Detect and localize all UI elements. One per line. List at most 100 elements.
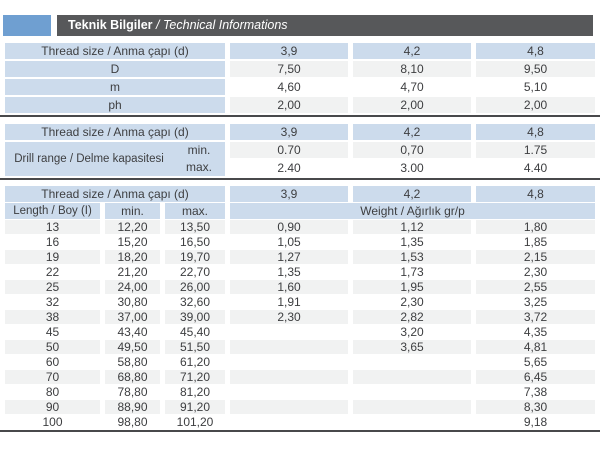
value-cell: 1,73 (400, 265, 424, 279)
value-cell: 18,20 (105, 250, 160, 264)
max-header: max. (165, 203, 226, 219)
value-cell: 88,90 (105, 400, 160, 414)
value-cell: 45,40 (179, 325, 211, 339)
col-header-3-9: 3,9 (230, 186, 349, 202)
row-label-cell: m (5, 79, 225, 95)
value-cell (353, 400, 472, 414)
drill-max-4-8: 4.40 (523, 161, 548, 175)
value-cell (230, 325, 348, 339)
length-table-header-row-2: Length / Boy (I) min. max. Weight / Ağır… (5, 203, 596, 219)
title-english: Technical Informations (162, 18, 288, 32)
value-cell: 61,20 (179, 355, 211, 369)
value-cell: 78,80 (117, 385, 148, 399)
value-cell: 4,81 (476, 340, 596, 354)
table-row: 100 98,80 101,20 9,18 (5, 415, 595, 429)
value-cell (230, 385, 348, 399)
length-weight-table: Thread size / Anma çapı (d) 3,9 4,2 4,8 … (0, 185, 600, 432)
value-cell (230, 355, 348, 369)
thread-size-header-row: Thread size / Anma çapı (d) 3,9 4,2 4,8 (5, 43, 595, 59)
thread-size-label: Thread size / Anma çapı (d) (5, 43, 225, 59)
value-cell: 1,35 (277, 265, 301, 279)
col-header-4-2: 4,2 (353, 186, 472, 202)
value-cell: 21,20 (117, 265, 148, 279)
value-cell: 2,00 (476, 97, 595, 113)
drill-max-4-2: 3.00 (400, 161, 424, 175)
table-row: 32 30,80 32,60 1,91 2,30 3,25 (5, 295, 595, 309)
value-cell: 91,20 (165, 400, 226, 414)
drill-min-4-8: 1.75 (476, 142, 595, 158)
value-cell: 7,38 (523, 385, 548, 399)
table-row: 70 68,80 71,20 6,45 (5, 370, 596, 384)
value-cell (230, 370, 349, 384)
value-cell: 22,70 (179, 265, 211, 279)
value-cell: 13 (5, 220, 100, 234)
value-cell: 13,50 (165, 220, 226, 234)
value-cell: 43,40 (117, 325, 148, 339)
title-bar: Teknik Bilgiler / Technical Informations (3, 15, 593, 36)
value-cell: 2,82 (353, 310, 472, 324)
value-cell: 22 (45, 265, 60, 279)
drill-max-3-9: 2.40 (277, 161, 301, 175)
value-cell: 70 (5, 370, 100, 384)
value-cell: 19 (5, 250, 100, 264)
value-cell: 38 (5, 310, 100, 324)
col-header-4-2: 4,2 (353, 43, 471, 59)
table-row: 90 88,90 91,20 8,30 (5, 400, 596, 414)
table-row: m 4,60 4,70 5,10 (5, 79, 595, 95)
value-cell: 25 (5, 280, 100, 294)
drill-range-header-row: Thread size / Anma çapı (d) 3,9 4,2 4,8 (5, 124, 595, 140)
table-row: 50 49,50 51,50 3,65 4,81 (5, 340, 596, 354)
value-cell: 0,90 (230, 220, 349, 234)
table-row: ph 2,00 2,00 2,00 (5, 97, 595, 113)
value-cell: 24,00 (105, 280, 160, 294)
max-label: max. (185, 160, 212, 174)
value-cell: 39,00 (165, 310, 226, 324)
value-cell: 49,50 (105, 340, 160, 354)
value-cell: 8,10 (353, 61, 471, 77)
value-cell: 2,15 (476, 250, 596, 264)
col-header-4-8: 4,8 (476, 43, 595, 59)
value-cell (230, 400, 349, 414)
length-header: Length / Boy (I) (5, 203, 100, 219)
thread-size-table: Thread size / Anma çapı (d) 3,9 4,2 4,8 … (0, 41, 600, 117)
value-cell: 8,30 (476, 400, 596, 414)
table-row: 25 24,00 26,00 1,60 1,95 2,55 (5, 280, 596, 294)
thread-size-label: Thread size / Anma çapı (d) (5, 124, 225, 140)
table-row: 60 58,80 61,20 5,65 (5, 355, 595, 369)
value-cell: 4,70 (400, 80, 424, 94)
value-cell: 60 (45, 355, 60, 369)
drill-range-label-cell: Drill range / Delme kapasitesi min. max. (5, 142, 225, 176)
value-cell: 50 (5, 340, 100, 354)
value-cell: 1,12 (353, 220, 472, 234)
value-cell: 1,53 (353, 250, 472, 264)
table-row: 80 78,80 81,20 7,38 (5, 385, 595, 399)
value-cell: 7,50 (230, 61, 348, 77)
value-cell: 2,00 (230, 97, 348, 113)
value-cell: 1,80 (476, 220, 596, 234)
value-cell: 16 (45, 235, 60, 249)
value-cell: 37,00 (105, 310, 160, 324)
value-cell (353, 385, 471, 399)
value-cell: 1,27 (230, 250, 349, 264)
col-header-3-9: 3,9 (230, 124, 348, 140)
value-cell: 2,30 (523, 265, 548, 279)
value-cell: 2,55 (476, 280, 596, 294)
min-max-labels: min. max. (173, 142, 225, 176)
value-cell: 51,50 (165, 340, 226, 354)
value-cell: 3,65 (353, 340, 472, 354)
value-cell: 5,10 (523, 80, 548, 94)
value-cell: 1,95 (353, 280, 472, 294)
length-table-header-row-1: Thread size / Anma çapı (d) 3,9 4,2 4,8 (5, 186, 596, 202)
value-cell (353, 355, 471, 369)
page-title: Teknik Bilgiler / Technical Informations (57, 15, 593, 36)
value-cell (230, 340, 349, 354)
min-label: min. (187, 143, 211, 157)
value-cell: 4,60 (277, 80, 301, 94)
value-cell: 3,72 (476, 310, 596, 324)
value-cell: 2,30 (230, 310, 349, 324)
table-row: D 7,50 8,10 9,50 (5, 61, 595, 77)
value-cell: 100 (42, 415, 63, 429)
value-cell: 9,50 (476, 61, 595, 77)
drill-min-row: Drill range / Delme kapasitesi min. max.… (5, 142, 595, 176)
value-cell: 12,20 (105, 220, 160, 234)
